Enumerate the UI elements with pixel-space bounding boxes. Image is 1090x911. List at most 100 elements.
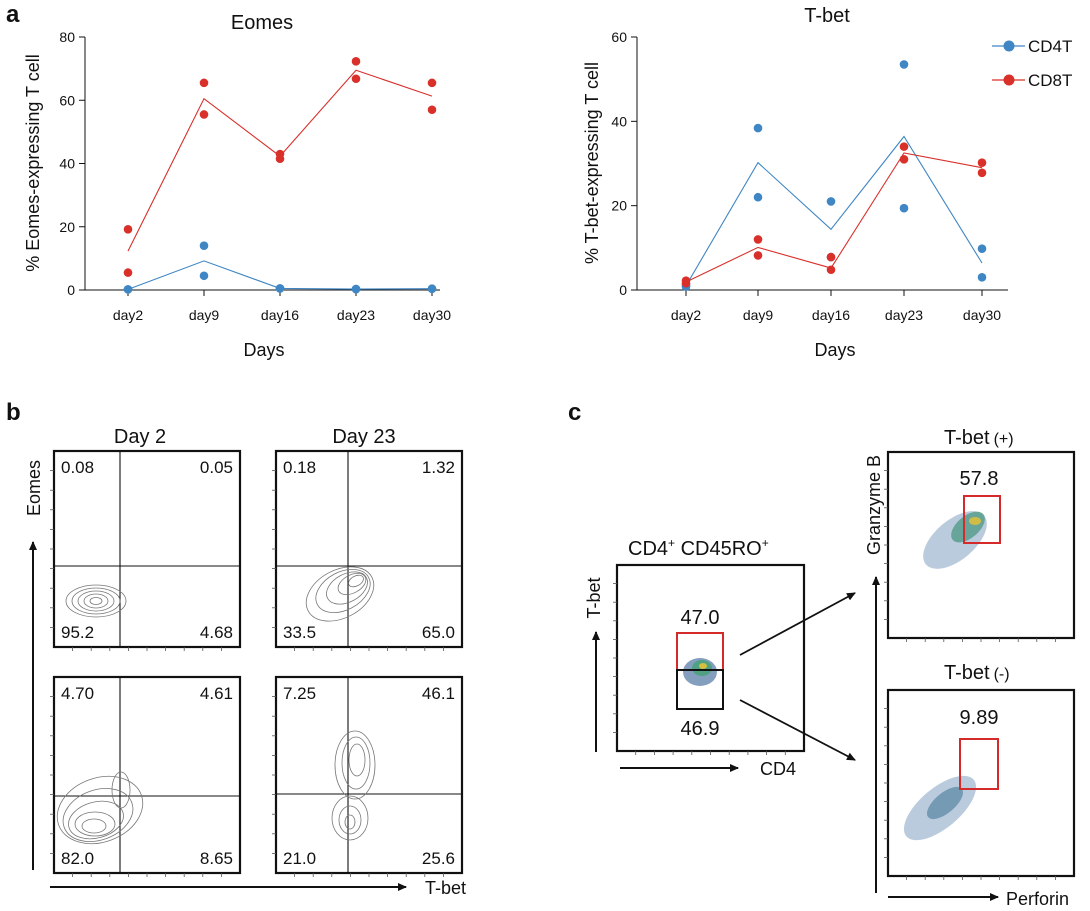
eomes-y-label: % Eomes-expressing T cell — [23, 54, 43, 271]
data-point-cd8t — [199, 110, 209, 119]
data-point-cd4t — [199, 271, 209, 281]
quadrant-ur-value: 4.61 — [200, 684, 233, 703]
tbet-neg-value: 9.89 — [960, 707, 999, 729]
quadrant-lr-value: 4.68 — [200, 623, 233, 642]
x-tick-label: day2 — [113, 307, 144, 323]
quadrant-ll-value: 95.2 — [61, 623, 94, 642]
quadrant-lr-value: 8.65 — [200, 849, 233, 868]
eomes-chart-title: Eomes — [231, 12, 293, 34]
contour-ring — [341, 736, 371, 790]
legend-cd4-label: CD4T — [1028, 37, 1072, 56]
data-point-cd8t — [977, 158, 987, 167]
x-tick-label: day9 — [189, 307, 220, 323]
quadrant-ul-value: 7.25 — [283, 684, 316, 703]
contour-ring — [338, 805, 362, 835]
x-tick-label: day16 — [261, 307, 299, 323]
contour-ring — [77, 590, 115, 612]
quadrant-ur-value: 46.1 — [422, 684, 455, 703]
contour-plot-day2-cd4: 0.08 0.05 95.2 4.68 — [52, 449, 242, 649]
tbet-chart: T-bet % T-bet-expressing T cell Days 0 20… — [582, 5, 1072, 360]
cell-density-peak — [699, 663, 707, 669]
mean-line-cd8t — [685, 152, 983, 283]
cd4-cd45ro-title: CD4+ CD45RO+ — [628, 536, 769, 560]
plot-frame — [274, 449, 464, 649]
contour-ring — [331, 795, 369, 841]
quadrant-lr-value: 65.0 — [422, 623, 455, 642]
contour-ring — [83, 593, 109, 609]
y-tick-label: 60 — [611, 29, 627, 45]
y-tick-label: 0 — [619, 282, 627, 298]
cell-density-peak — [969, 517, 981, 525]
x-tick-label: day30 — [963, 307, 1001, 323]
contour-ring — [62, 788, 134, 842]
panel-label-a: a — [6, 1, 20, 28]
b-x-label-tbet: T-bet — [425, 878, 466, 898]
y-tick-label: 20 — [611, 198, 627, 214]
contour-ring — [111, 771, 131, 809]
contour-ring — [344, 814, 356, 830]
data-point-cd8t — [351, 74, 361, 84]
x-tick-label: day23 — [885, 307, 923, 323]
y-tick-label: 20 — [59, 219, 75, 235]
plot-frame — [52, 449, 242, 649]
data-point-cd8t — [199, 78, 209, 88]
panel-label-c: c — [568, 399, 581, 426]
c-main-y-label: T-bet — [584, 577, 604, 618]
x-tick-label: day9 — [743, 307, 774, 323]
data-point-cd8t — [351, 57, 361, 66]
tbet-neg-title: T-bet (-) — [944, 662, 1010, 684]
data-point-cd4t — [351, 284, 361, 294]
gate-lower-value: 46.9 — [681, 718, 720, 740]
eomes-chart: Eomes % Eomes-expressing T cell Days 0 20… — [23, 12, 451, 360]
b-y-label-eomes: Eomes — [24, 460, 44, 516]
data-point-cd4t — [275, 284, 285, 293]
cell-scatter-cloud — [923, 511, 987, 569]
tbet-pos-title: T-bet (+) — [944, 427, 1014, 449]
data-point-cd4t — [123, 285, 133, 294]
contour-population — [65, 584, 127, 618]
tbet-y-label: % T-bet-expressing T cell — [582, 62, 602, 264]
contour-ring — [348, 743, 366, 777]
data-point-cd4t — [753, 192, 763, 202]
c-right-x-label: Perforin — [1006, 889, 1069, 909]
contour-population — [331, 730, 376, 841]
legend-cd8-label: CD8T — [1028, 71, 1072, 90]
contour-plot-day23-cd4: 0.18 1.32 33.5 65.0 — [274, 449, 464, 649]
plot-frame — [274, 675, 464, 875]
x-tick-label: day23 — [337, 307, 375, 323]
arrow-to-tbet-neg — [739, 699, 856, 761]
c-right-y-label: Granzyme B — [864, 455, 884, 555]
data-point-cd4t — [199, 241, 209, 251]
cell-scatter-cloud — [903, 775, 977, 841]
data-point-cd8t — [123, 268, 133, 277]
granzyme-perforin-gate — [959, 738, 999, 790]
c-main-x-label: CD4 — [760, 759, 796, 779]
panel-label-b: b — [6, 399, 21, 426]
tbet-positive-plot: T-bet (+) 57.8 — [886, 427, 1076, 640]
data-point-cd8t — [681, 278, 691, 288]
contour-ring — [326, 571, 368, 605]
cd4-cd45ro-plot: CD4+ CD45RO+ T-bet CD4 47.0 46.9 — [584, 536, 806, 779]
granzyme-perforin-gate — [963, 495, 1001, 544]
x-tick-label: day2 — [671, 307, 702, 323]
contour-ring — [71, 587, 121, 615]
contour-ring — [65, 584, 127, 618]
data-point-cd8t — [753, 251, 763, 260]
cell-scatter-cloud — [683, 658, 717, 686]
contour-ring — [56, 775, 144, 845]
arrow-to-tbet-pos — [739, 592, 856, 656]
quadrant-ll-value: 33.5 — [283, 623, 316, 642]
data-point-cd8t — [899, 154, 909, 164]
y-tick-label: 60 — [59, 92, 75, 108]
quadrant-ul-value: 4.70 — [61, 684, 94, 703]
eomes-x-label: Days — [243, 340, 284, 360]
contour-ring — [81, 818, 107, 834]
y-tick-label: 80 — [59, 29, 75, 45]
quadrant-ur-value: 1.32 — [422, 458, 455, 477]
tbet-negative-plot: T-bet (-) 9.89 — [886, 662, 1076, 878]
contour-population — [56, 771, 144, 845]
cell-density-core — [926, 786, 964, 820]
data-point-cd8t — [899, 142, 909, 151]
data-point-cd8t — [427, 78, 437, 88]
